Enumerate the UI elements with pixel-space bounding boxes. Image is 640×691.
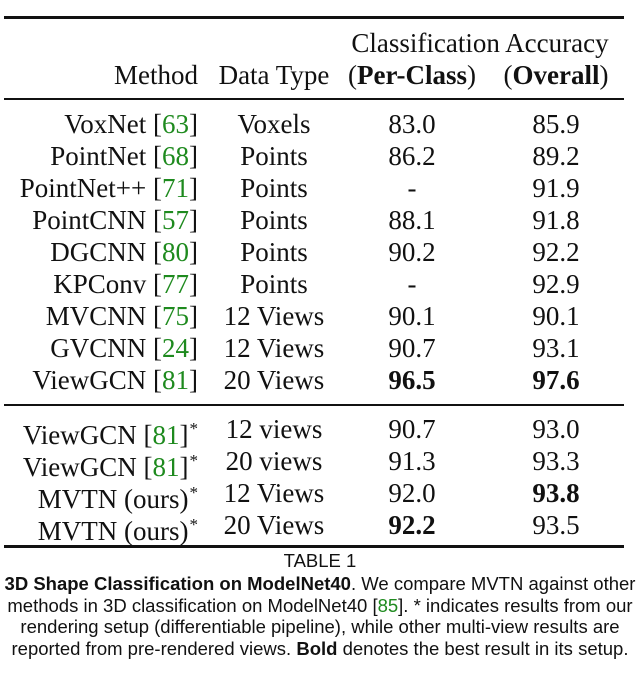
citation-link[interactable]: 80: [162, 237, 189, 267]
per-class-accuracy: -: [407, 269, 417, 299]
overall-accuracy: 93.3: [532, 446, 580, 476]
citation-link[interactable]: 81: [152, 420, 180, 450]
table-row-data-type: 12 Views: [223, 333, 325, 363]
table-row-data-type: 12 Views: [223, 478, 325, 508]
table-row-method: MVCNN [75]: [45, 301, 198, 331]
overall-accuracy: 93.5: [532, 510, 580, 540]
table-row-method: DGCNN [80]: [50, 237, 198, 267]
per-class-accuracy: -: [407, 173, 417, 203]
overall-accuracy: 93.8: [532, 478, 580, 508]
table-row-data-type: Voxels: [237, 109, 311, 139]
caption-citation[interactable]: 85: [377, 594, 399, 616]
table-row-method: PointCNN [57]: [32, 205, 198, 235]
citation-link[interactable]: 77: [162, 269, 189, 299]
per-class-accuracy: 86.2: [388, 141, 436, 171]
per-class-accuracy: 90.7: [388, 333, 436, 363]
table-row-method: GVCNN [24]: [50, 333, 198, 363]
per-class-header: (Per-Class): [348, 60, 476, 90]
per-class-accuracy: 92.0: [388, 478, 436, 508]
table-row-data-type: Points: [240, 141, 308, 171]
citation-link[interactable]: 81: [152, 452, 180, 482]
table-row-method: PointNet [68]: [50, 141, 198, 171]
group-rule: [4, 404, 624, 406]
overall-accuracy: 89.2: [532, 141, 580, 171]
table-row-method: KPConv [77]: [53, 269, 198, 299]
table-row-method: MVTN (ours)*: [37, 483, 198, 514]
table-row-data-type: 20 Views: [223, 510, 325, 540]
citation-link[interactable]: 63: [162, 109, 189, 139]
top-rule: [4, 16, 624, 19]
per-class-accuracy: 90.2: [388, 237, 436, 267]
overall-header: (Overall): [503, 60, 609, 90]
table-label: TABLE 1: [283, 550, 357, 571]
per-class-accuracy: 91.3: [388, 446, 436, 476]
per-class-accuracy: 96.5: [388, 365, 436, 395]
per-class-accuracy: 92.2: [388, 510, 436, 540]
overall-accuracy: 92.2: [532, 237, 580, 267]
citation-link[interactable]: 68: [162, 141, 189, 171]
overall-accuracy: 92.9: [532, 269, 580, 299]
header-rule: [4, 98, 624, 100]
table-row-method: ViewGCN [81]*: [22, 419, 198, 450]
per-class-accuracy: 90.1: [388, 301, 436, 331]
table-row-data-type: Points: [240, 173, 308, 203]
per-class-accuracy: 88.1: [388, 205, 436, 235]
overall-accuracy: 91.9: [532, 173, 580, 203]
per-class-accuracy: 83.0: [388, 109, 436, 139]
table-caption: 3D Shape Classification on ModelNet40. W…: [4, 573, 636, 659]
citation-link[interactable]: 81: [162, 365, 189, 395]
method-header: Method: [114, 60, 198, 90]
table-row-data-type: 12 views: [225, 414, 323, 444]
table-row-method: ViewGCN [81]*: [22, 451, 198, 482]
caption-title: 3D Shape Classification on ModelNet40: [4, 573, 351, 594]
overall-accuracy: 93.0: [532, 414, 580, 444]
table-row-data-type: 12 Views: [223, 301, 325, 331]
overall-accuracy: 91.8: [532, 205, 580, 235]
table-row-method: PointNet++ [71]: [19, 173, 198, 203]
per-class-accuracy: 90.7: [388, 414, 436, 444]
overall-accuracy: 97.6: [532, 365, 580, 395]
table-row-method: MVTN (ours)*: [37, 515, 198, 546]
table-row-data-type: Points: [240, 269, 308, 299]
citation-link[interactable]: 24: [162, 333, 189, 363]
overall-accuracy: 93.1: [532, 333, 580, 363]
table-row-data-type: 20 views: [225, 446, 323, 476]
citation-link[interactable]: 57: [162, 205, 189, 235]
table-row-data-type: Points: [240, 237, 308, 267]
citation-link[interactable]: 71: [162, 173, 189, 203]
group-header: Classification Accuracy: [351, 28, 609, 58]
citation-link[interactable]: 75: [162, 301, 189, 331]
table-row-data-type: 20 Views: [223, 365, 325, 395]
table-row-method: ViewGCN [81]: [32, 365, 198, 395]
data-type-header: Data Type: [218, 60, 330, 90]
overall-accuracy: 90.1: [532, 301, 580, 331]
table-row-method: VoxNet [63]: [64, 109, 198, 139]
table-row-data-type: Points: [240, 205, 308, 235]
bottom-rule: [4, 545, 624, 548]
overall-accuracy: 85.9: [532, 109, 580, 139]
